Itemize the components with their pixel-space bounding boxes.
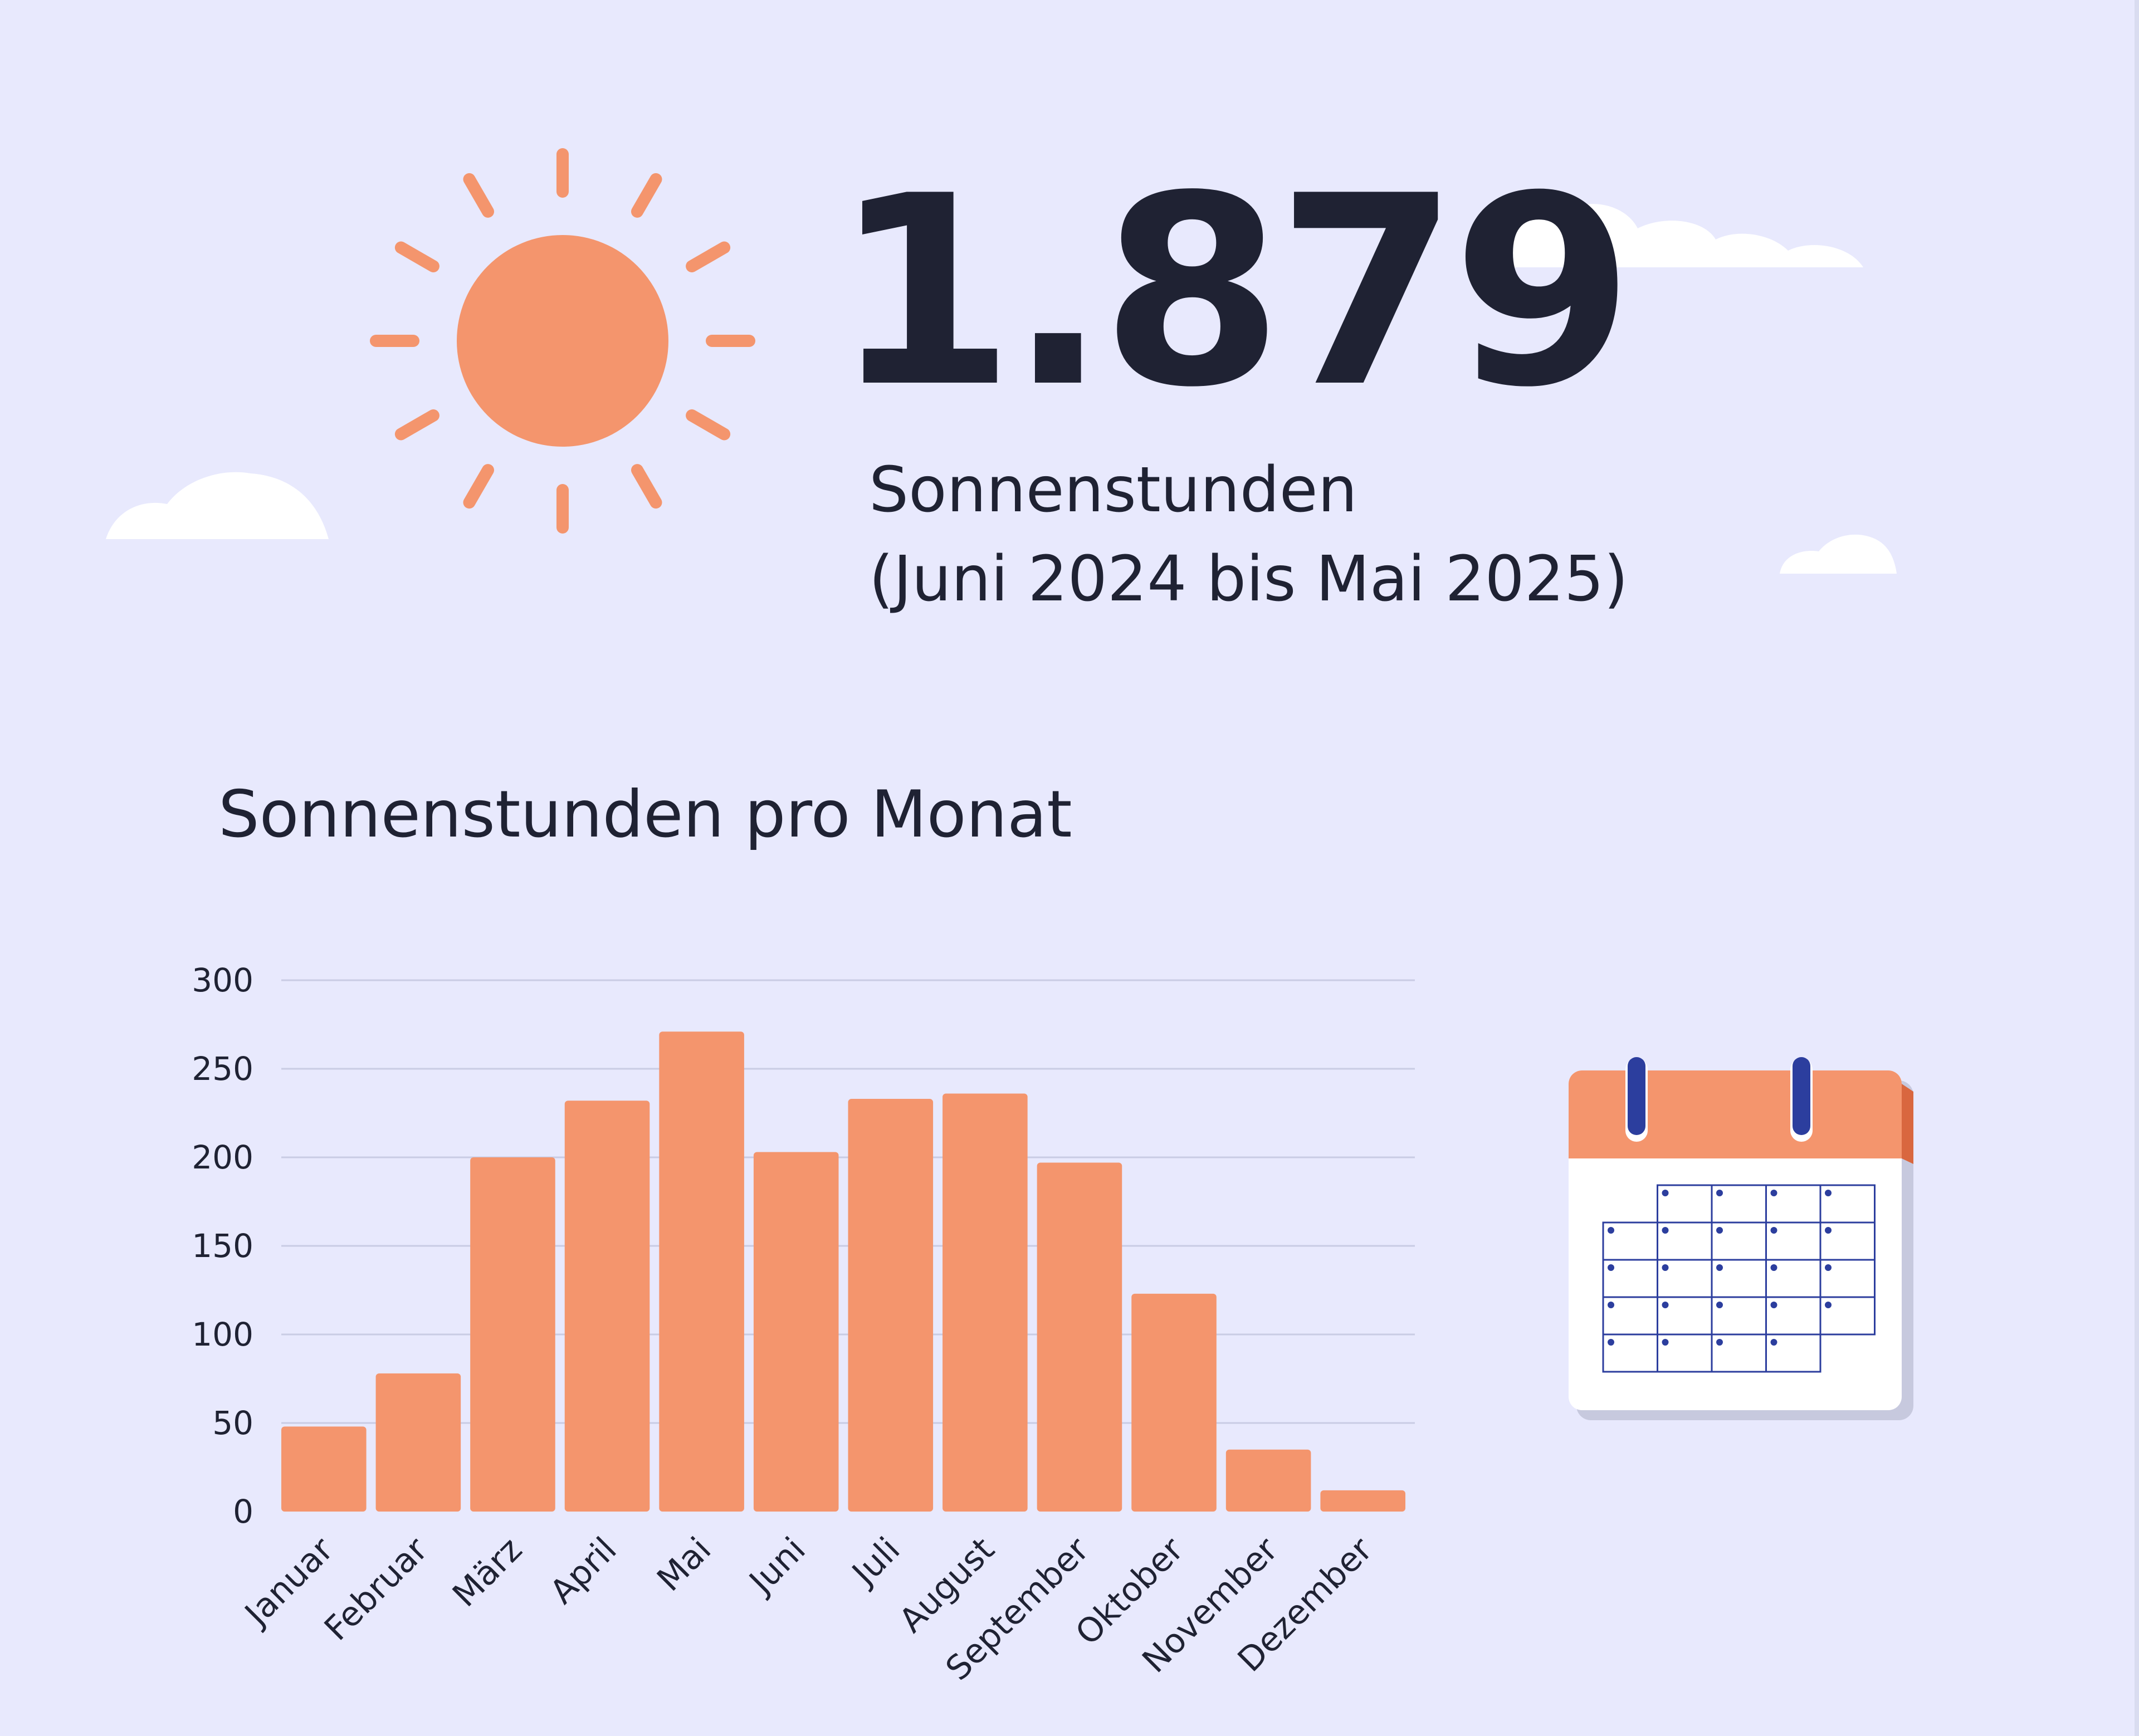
chart-title: Sonnenstunden pro Monat bbox=[218, 777, 1072, 852]
x-tick-label: Februar bbox=[317, 1530, 436, 1649]
cloud-icon bbox=[106, 472, 329, 539]
bar-juni bbox=[753, 1152, 839, 1512]
x-tick-label: Juni bbox=[740, 1530, 813, 1602]
x-tick-label: Mai bbox=[649, 1530, 719, 1599]
scrollbar[interactable] bbox=[2135, 0, 2139, 1736]
y-tick-label: 0 bbox=[233, 1493, 253, 1530]
x-tick-label: Juli bbox=[843, 1530, 907, 1594]
cloud-icon bbox=[1780, 534, 1897, 574]
total-sunshine-label: Sonnenstunden (Juni 2024 bis Mai 2025) bbox=[869, 446, 1628, 624]
bar-juli bbox=[848, 1099, 934, 1512]
bar-oktober bbox=[1131, 1293, 1217, 1512]
y-tick-label: 50 bbox=[212, 1404, 253, 1442]
y-tick-label: 250 bbox=[192, 1050, 253, 1088]
calendar-icon bbox=[1569, 1057, 1913, 1420]
total-sunshine-label-line1: Sonnenstunden bbox=[869, 454, 1357, 526]
x-tick-label: April bbox=[543, 1530, 624, 1611]
cloud-icon bbox=[1493, 204, 1863, 267]
total-sunshine-hours: 1.879 bbox=[833, 140, 1634, 444]
bar-märz bbox=[470, 1157, 555, 1512]
bar-april bbox=[564, 1101, 650, 1512]
y-tick-label: 100 bbox=[192, 1316, 253, 1353]
bar-november bbox=[1225, 1449, 1311, 1512]
bar-august bbox=[942, 1093, 1028, 1512]
bar-september bbox=[1037, 1162, 1122, 1512]
bar-februar bbox=[375, 1373, 461, 1512]
total-sunshine-label-period: (Juni 2024 bis Mai 2025) bbox=[869, 543, 1628, 615]
bar-januar bbox=[281, 1426, 367, 1512]
sun-icon bbox=[370, 148, 755, 534]
y-tick-label: 150 bbox=[192, 1227, 253, 1265]
x-tick-label: März bbox=[445, 1530, 530, 1615]
hero-illustration bbox=[106, 148, 1897, 574]
y-tick-label: 200 bbox=[192, 1138, 253, 1176]
bar-dezember bbox=[1320, 1490, 1405, 1512]
y-tick-label: 300 bbox=[192, 961, 253, 999]
bar-mai bbox=[659, 1031, 744, 1512]
